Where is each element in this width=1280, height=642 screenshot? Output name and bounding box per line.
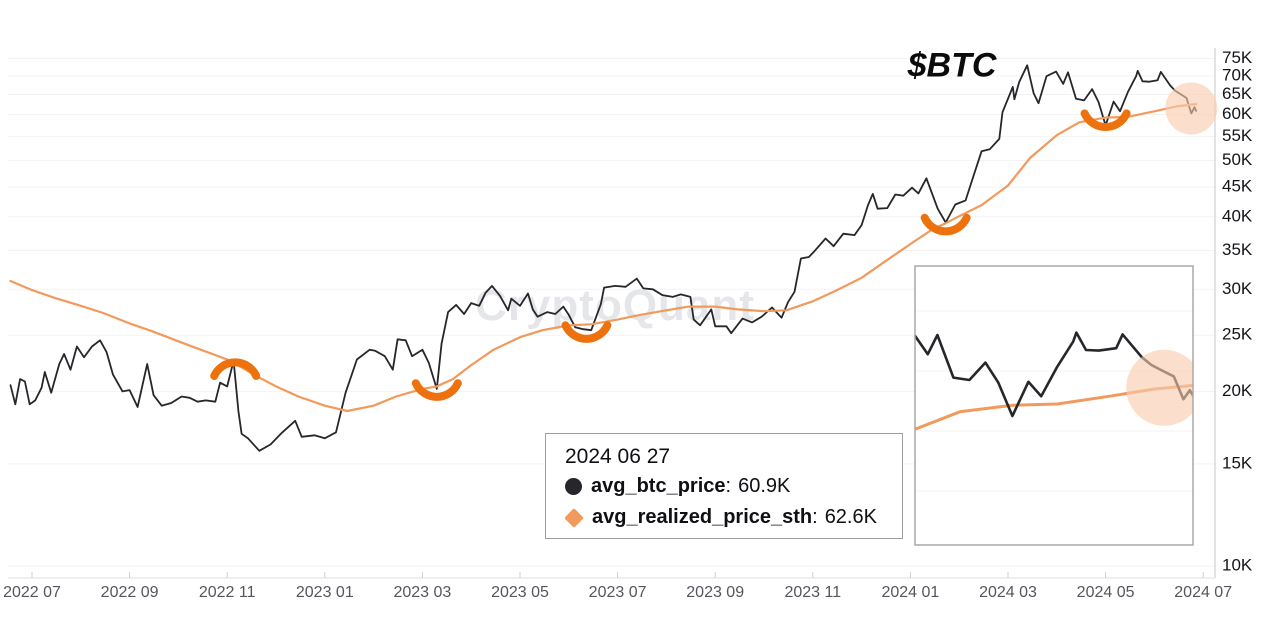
- y-tick-label: 10K: [1222, 555, 1253, 574]
- x-tick-label: 2023 01: [296, 584, 354, 601]
- avg_realized_price_sth-line: [9, 102, 1198, 413]
- tooltip-row-realized-price: avg_realized_price_sth: 62.6K: [564, 502, 902, 533]
- x-tick-label: 2024 03: [979, 584, 1037, 601]
- y-tick-label: 70K: [1222, 65, 1253, 84]
- series-lines-group: [9, 64, 1198, 452]
- x-tick-label: 2022 11: [199, 584, 256, 601]
- x-tick-label: 2024 01: [881, 584, 939, 601]
- x-tick-label: 2023 07: [589, 584, 647, 601]
- inset-crossover-highlight-circle: [1126, 349, 1193, 426]
- x-tick-label: 2024 05: [1077, 584, 1135, 601]
- tooltip: 2024 06 27 avg_btc_price: 60.9K avg_real…: [545, 433, 903, 539]
- x-tick-label: 2024 07: [1174, 584, 1232, 601]
- y-tick-label: 45K: [1222, 177, 1253, 196]
- x-tick-label: 2022 07: [3, 584, 61, 601]
- rejection-arch-arc: [210, 358, 261, 380]
- y-tick-label: 25K: [1222, 325, 1253, 344]
- y-tick-label: 65K: [1222, 84, 1253, 103]
- x-tick-label: 2023 09: [686, 584, 744, 601]
- support-bounce-arc: [920, 213, 971, 236]
- inset-border: [914, 265, 1194, 546]
- y-tick-label: 60K: [1222, 104, 1253, 123]
- tooltip-colon: :: [812, 506, 818, 528]
- x-tick-label: 2023 05: [491, 584, 549, 601]
- x-tick-label: 2022 09: [101, 584, 159, 601]
- y-tick-label: 55K: [1222, 126, 1253, 145]
- avg_btc_price-line: [9, 64, 1197, 452]
- tooltip-colon: :: [725, 475, 732, 497]
- ticker-label: $BTC: [907, 46, 997, 85]
- y-tick-label: 40K: [1222, 206, 1253, 225]
- realized-price-marker-icon: [564, 507, 584, 528]
- tooltip-series-value: 60.9K: [738, 475, 791, 497]
- tooltip-series-label: avg_btc_price: [591, 475, 726, 497]
- crossover-highlight-circle: [1165, 82, 1218, 135]
- y-tick-label: 20K: [1222, 381, 1253, 400]
- y-tick-label: 35K: [1222, 240, 1253, 259]
- tooltip-row-btc-price: avg_btc_price: 60.9K: [565, 471, 902, 502]
- support-bounce-arc: [411, 379, 462, 401]
- y-tick-label: 15K: [1222, 453, 1253, 472]
- y-tick-label: 75K: [1222, 48, 1253, 67]
- tooltip-series-value: 62.6K: [824, 506, 877, 528]
- inset-zoom-chart: [914, 265, 1194, 546]
- support-bounce-arc: [561, 321, 612, 343]
- x-tick-label: 2023 11: [784, 584, 841, 601]
- tooltip-series-label: avg_realized_price_sth: [592, 506, 813, 528]
- tooltip-date: 2024 06 27: [565, 445, 671, 468]
- y-tick-label: 50K: [1222, 150, 1253, 169]
- btc-price-marker-icon: [565, 478, 582, 495]
- annotations-group: [210, 82, 1218, 401]
- support-bounce-arc: [1080, 109, 1131, 131]
- y-tick-label: 30K: [1222, 279, 1253, 298]
- x-tick-label: 2023 03: [393, 584, 451, 601]
